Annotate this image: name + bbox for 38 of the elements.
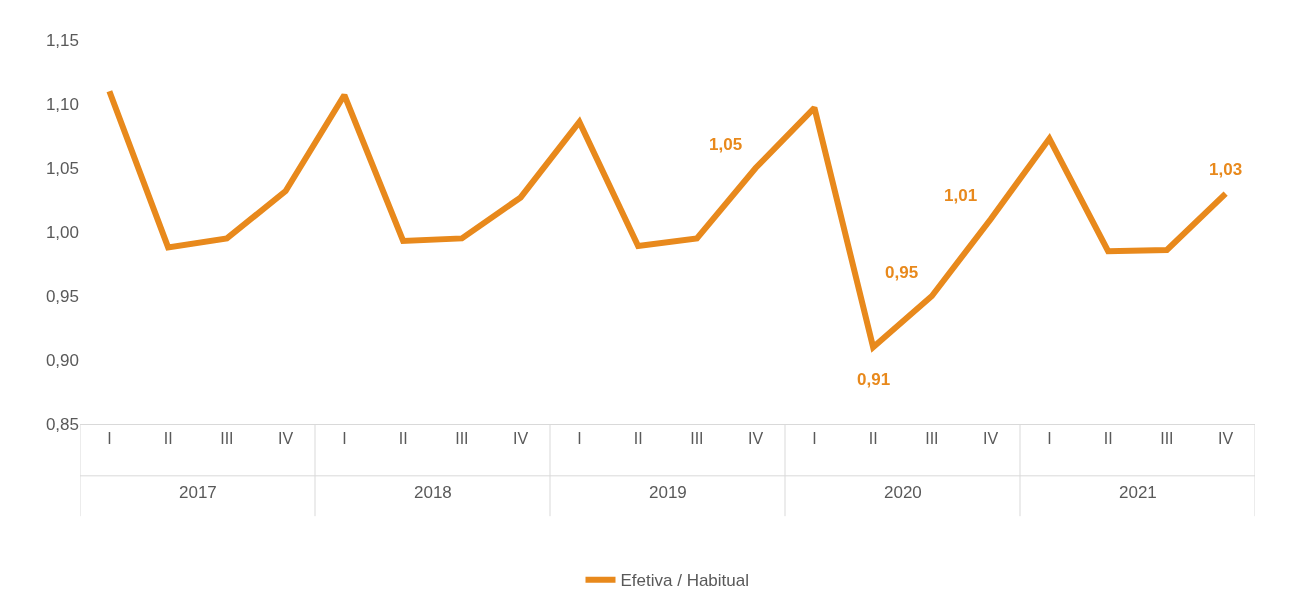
- x-tick-label: III: [1160, 430, 1174, 448]
- x-tick-label: I: [1047, 430, 1052, 448]
- y-tick-label: 1,05: [45, 158, 79, 178]
- text: 2020: [884, 483, 922, 502]
- data-label: 1,05: [709, 135, 743, 154]
- data-label: 0,95: [885, 263, 919, 282]
- text: 2017: [179, 483, 217, 502]
- x-tick-label: IV: [278, 430, 294, 448]
- legend-label: Efetiva / Habitual: [620, 571, 750, 591]
- data-label: 1,03: [1209, 160, 1243, 179]
- y-tick-label: 0,95: [45, 286, 79, 306]
- x-tick-label: IV: [983, 430, 999, 448]
- data-label: 1,01: [944, 186, 978, 205]
- x-tick-label: IV: [513, 430, 529, 448]
- data-label: 0,91: [857, 370, 891, 389]
- y-tick-label: 0,90: [45, 350, 79, 370]
- x-tick-label: II: [633, 430, 643, 448]
- y-tick-label: 0,85: [45, 414, 79, 434]
- x-tick-label: II: [163, 430, 173, 448]
- x-tick-label: III: [455, 430, 469, 448]
- y-tick-label: 1,00: [45, 222, 79, 242]
- x-tick-label: II: [868, 430, 878, 448]
- x-tick-label: II: [398, 430, 408, 448]
- x-tick-label: I: [342, 430, 347, 448]
- x-tick-label: II: [1103, 430, 1113, 448]
- x-tick-label: III: [220, 430, 234, 448]
- x-tick-label: III: [690, 430, 704, 448]
- text: 2018: [414, 483, 452, 502]
- x-tick-label: I: [812, 430, 817, 448]
- x-tick-label: IV: [1218, 430, 1234, 448]
- y-tick-label: 1,15: [45, 30, 79, 50]
- text: 2021: [1119, 483, 1157, 502]
- x-tick-label: I: [577, 430, 582, 448]
- y-tick-label: 1,10: [45, 94, 79, 114]
- x-tick-label: I: [107, 430, 112, 448]
- text: 2019: [649, 483, 687, 502]
- x-tick-label: IV: [748, 430, 764, 448]
- x-tick-label: III: [925, 430, 939, 448]
